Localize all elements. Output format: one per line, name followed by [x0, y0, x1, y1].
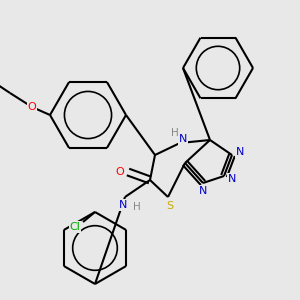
Text: S: S: [167, 201, 174, 211]
Text: N: N: [119, 200, 127, 210]
Text: N: N: [199, 186, 207, 196]
Text: Cl: Cl: [70, 222, 80, 232]
Text: N: N: [228, 174, 236, 184]
Text: H: H: [133, 202, 141, 212]
Text: N: N: [236, 147, 244, 157]
Text: H: H: [171, 128, 179, 138]
Text: O: O: [28, 102, 36, 112]
Text: N: N: [179, 134, 187, 144]
Text: O: O: [116, 167, 124, 177]
